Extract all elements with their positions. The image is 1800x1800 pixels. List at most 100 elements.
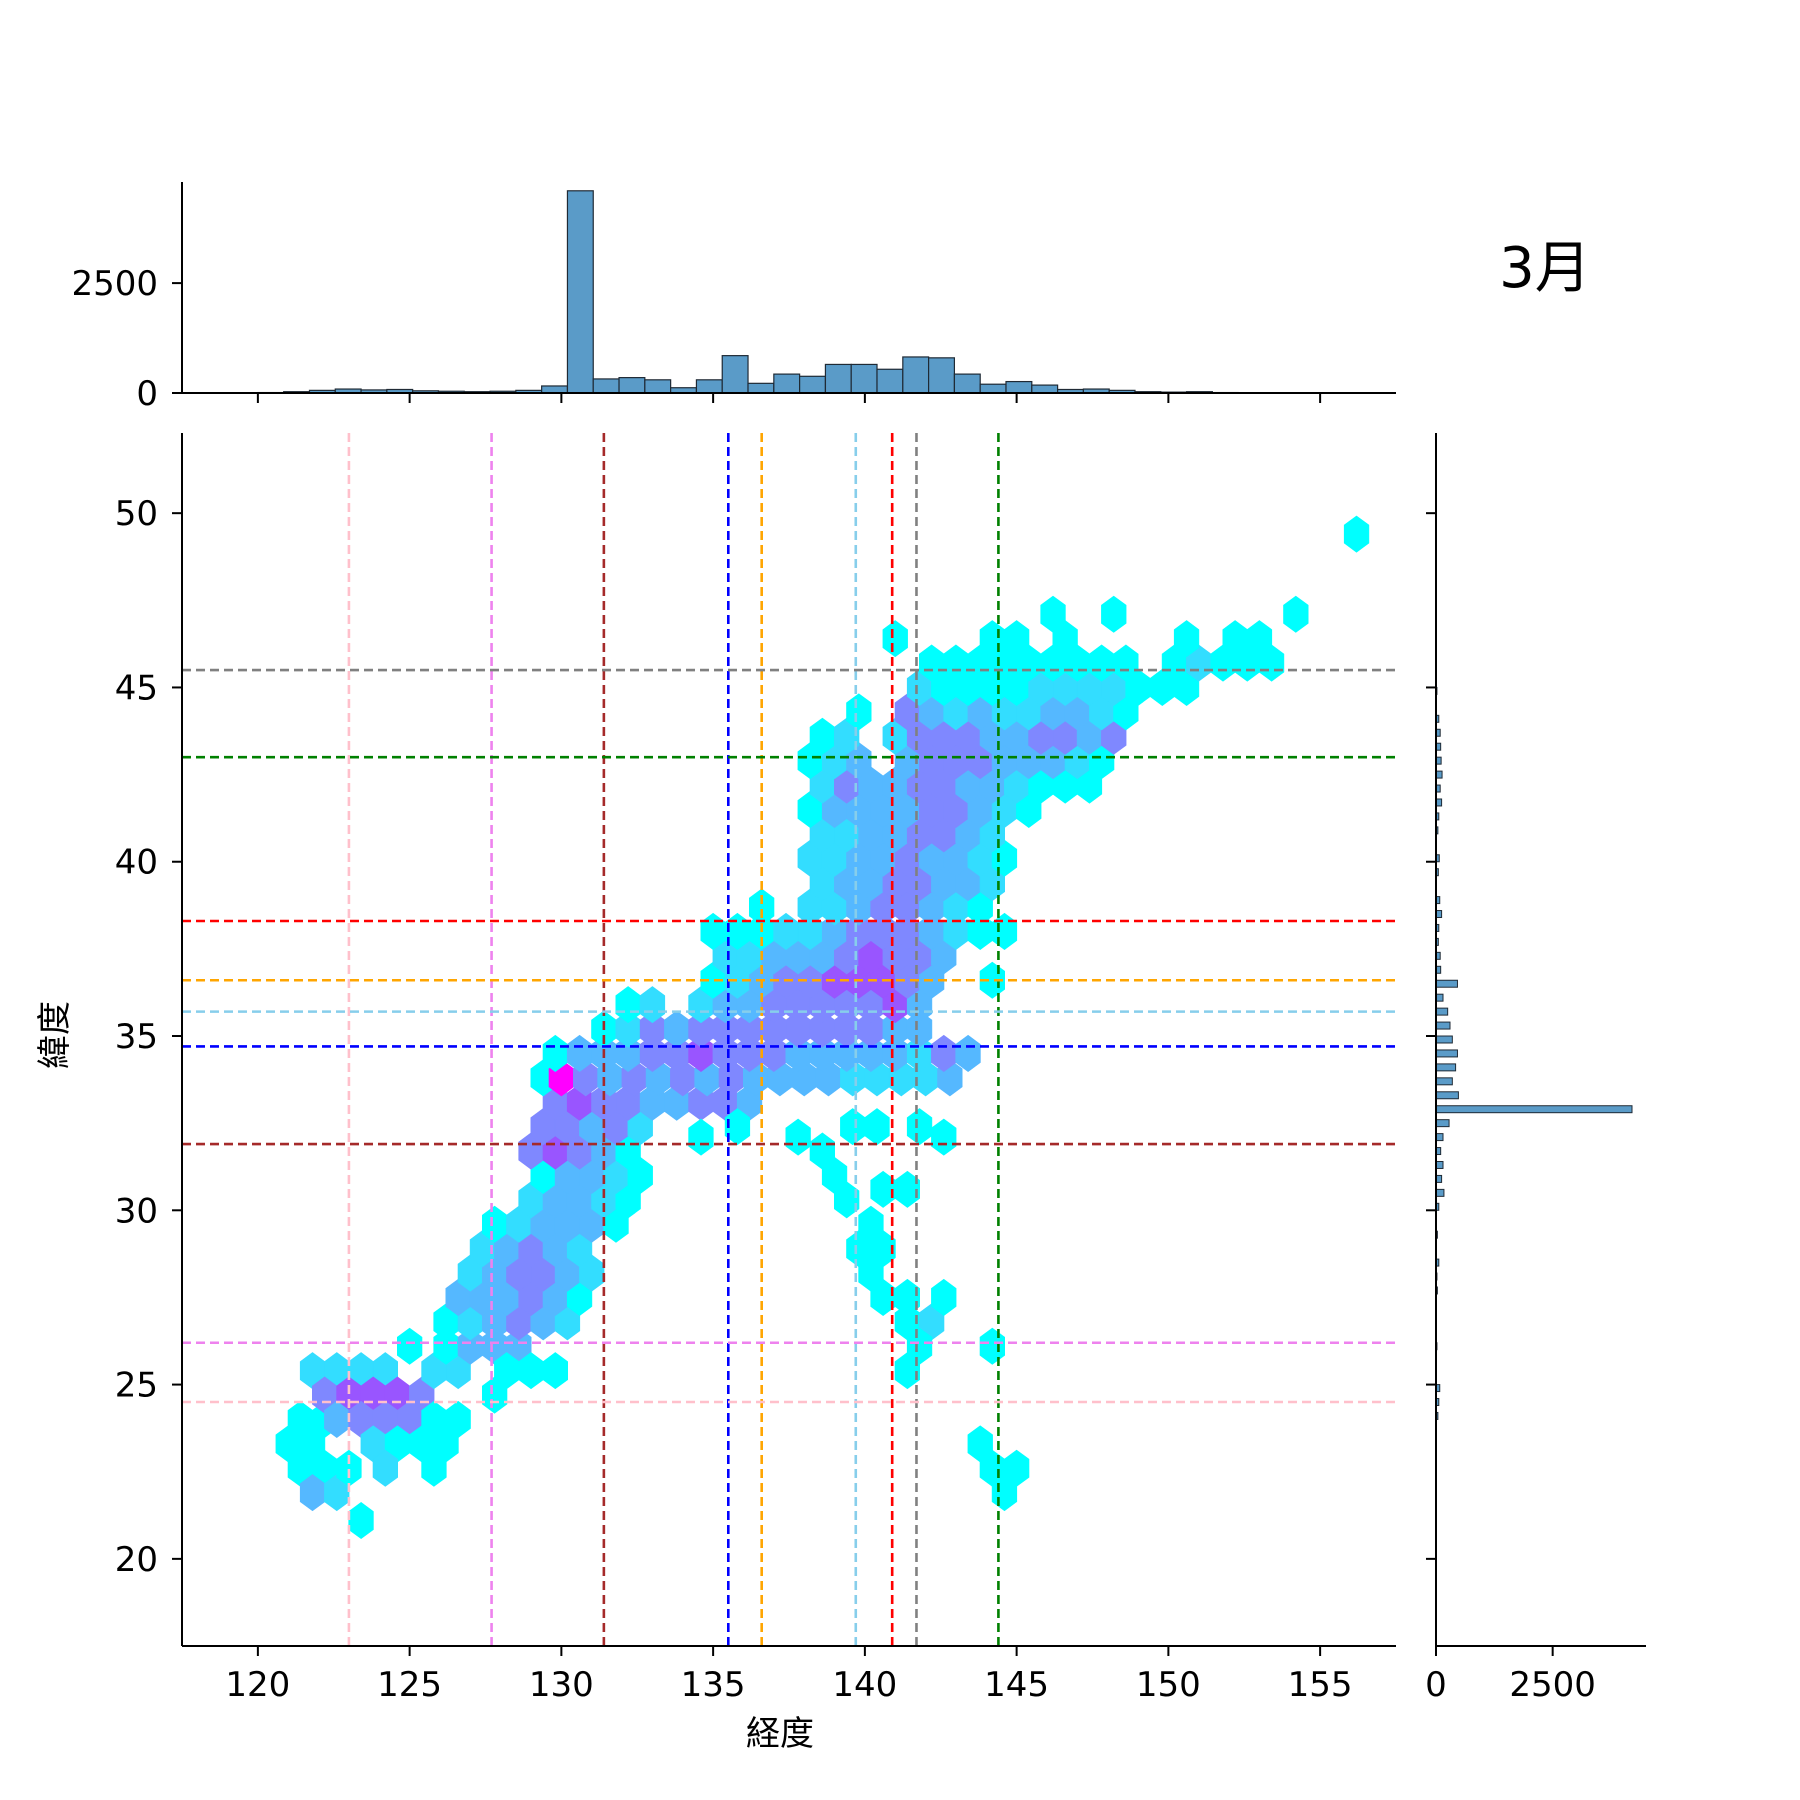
top-histogram-axes: 0 2500 [71,182,1396,414]
right-hist-bar [1435,1091,1459,1100]
y-tick-label: 45 [115,668,158,708]
x-tick-label: 150 [1136,1665,1201,1705]
hex-cell [882,620,908,658]
top-hist-bar [1005,380,1033,394]
right-hist-bar [1435,1049,1458,1058]
joint-plot-area: 120 125 130 135 140 145 150 155 20 25 30 35 40 45 50 [115,433,1396,1705]
hex-cell [639,986,666,1024]
right-histogram-axes: 0 2500 [1425,433,1646,1705]
x-tick-label: 120 [225,1665,290,1705]
hex-cell [1173,620,1200,658]
hex-cell [833,1181,860,1219]
hex-cell [846,693,872,731]
x-tick-label: 140 [832,1665,897,1705]
y-tick-label: 20 [115,1540,158,1580]
top-hist-bar [799,375,827,394]
hex-cell [421,1449,447,1487]
y-axis-label: 緯度 [35,1001,75,1069]
right-hist-tick-label: 2500 [1509,1665,1596,1705]
right-hist-bar [1435,1160,1444,1169]
top-hist-bar [566,190,594,394]
top-hist-bar [695,379,723,394]
right-hist-bar [1435,1188,1445,1197]
hex-cell [481,1376,508,1414]
hex-cell [688,1118,714,1156]
right-hist-bar [1435,1035,1453,1044]
top-hist-bar [876,368,904,394]
top-hist-tick-label: 2500 [71,264,158,304]
hex-cell [1101,595,1127,633]
right-hist-bar [1435,1063,1457,1072]
top-hist-bar [773,373,801,394]
hex-cell [1040,595,1066,633]
top-hist-bar [902,356,930,394]
right-hist-tick-label: 0 [1425,1665,1447,1705]
hex-cell [336,1449,362,1487]
hex-cell [785,1118,811,1156]
x-tick-label: 155 [1288,1665,1353,1705]
x-tick-label: 145 [984,1665,1049,1705]
hex-cell [840,1108,866,1146]
top-hist-bar [592,378,620,394]
hex-cell [864,1108,890,1146]
right-hist-bar [1435,1077,1453,1086]
hex-cell [542,1352,569,1390]
hex-cell [1246,620,1273,658]
right-hist-bar [1435,1021,1451,1030]
x-axis-label: 経度 [746,1714,814,1754]
right-histogram-bars [1435,686,1633,1420]
top-hist-bar [928,357,956,394]
hex-cell [894,1352,921,1390]
hex-cell [372,1449,399,1487]
top-hist-bar [618,377,646,394]
hex-cell [894,1278,921,1316]
hex-cell [894,1170,921,1208]
top-hist-bar [721,355,749,394]
hexbin-layer [275,515,1370,1539]
y-tick-label: 40 [115,843,158,883]
hex-cell [931,1278,957,1316]
right-marginal-histogram: 0 2500 [1425,433,1646,1705]
hex-cell [931,1118,957,1156]
hex-cell [1343,515,1370,553]
x-tick-label: 135 [681,1665,746,1705]
y-tick-label: 30 [115,1191,158,1231]
right-hist-bar [1435,1105,1633,1114]
top-hist-bar [747,382,775,394]
right-hist-bar [1435,979,1458,988]
top-hist-bar [850,363,878,394]
hex-cell [955,1034,981,1072]
horizontal-reference-lines [182,668,1396,1404]
top-marginal-histogram: 0 2500 [71,182,1396,414]
x-tick-label: 125 [377,1665,442,1705]
right-hist-bar [1435,993,1444,1002]
hex-cell [1113,644,1139,682]
hex-cell [991,912,1018,950]
top-hist-bar [979,383,1007,394]
x-tick-label: 130 [529,1665,594,1705]
y-tick-label: 25 [115,1366,158,1406]
top-hist-bar [953,373,981,394]
top-hist-bar [644,379,672,394]
top-hist-bar [541,385,569,394]
hex-cell [1003,620,1030,658]
hex-cell [906,1108,933,1146]
chart-title: 3月 [1499,236,1591,301]
hex-cell [724,1108,751,1146]
y-tick-label: 50 [115,494,158,534]
hex-cell [979,1327,1006,1365]
hex-cell [1283,595,1309,633]
vertical-reference-lines [347,433,1000,1646]
right-hist-bar [1435,1119,1450,1128]
right-hist-bar [1435,1007,1449,1016]
main-axes: 120 125 130 135 140 145 150 155 20 25 30 35 40 45 50 [115,433,1396,1705]
top-histogram-bars [257,190,1317,394]
top-hist-bar [1031,384,1059,394]
hex-cell [348,1502,374,1539]
top-hist-tick-label: 0 [136,374,158,414]
top-hist-bar [824,363,852,394]
y-tick-label: 35 [115,1017,158,1057]
hex-cell [396,1327,423,1365]
right-hist-bar [1435,1133,1444,1142]
